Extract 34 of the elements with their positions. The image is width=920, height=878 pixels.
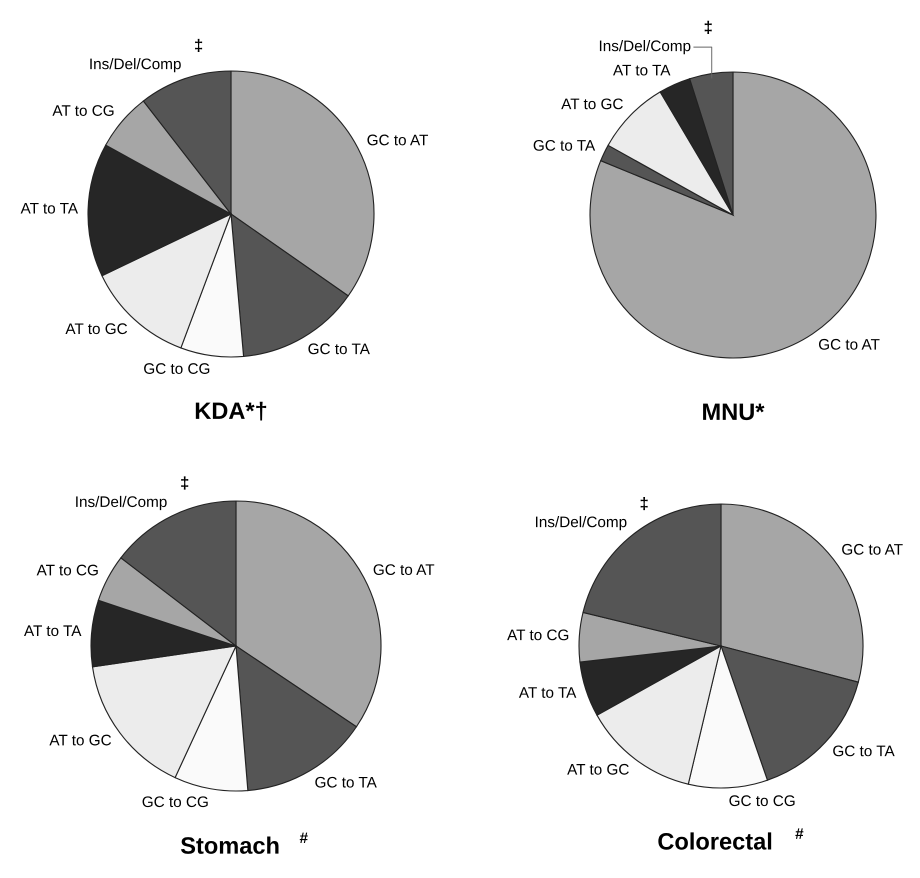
slice-label: Ins/Del/Comp [536,516,626,530]
slice-label: GC to CG [142,796,208,808]
slice-label: GC to CG [729,795,795,806]
slice-label: Ins/Del/Comp [600,40,690,54]
text: Colorectal# [658,828,804,850]
text: ‡ [640,496,648,510]
slice-label: GC to CG [144,363,210,374]
slice-label: GC to TA [534,140,596,151]
slice-label: AT to CG [52,105,114,116]
slice-label: AT to TA [518,687,576,698]
text: MNU* [703,404,764,420]
text: ‡ [704,20,712,34]
slice-label: AT to GC [567,764,629,775]
text: ‡ [195,38,202,52]
slice-label: AT to GC [49,734,112,746]
slice-label: GC to TA [315,776,377,788]
slice-label: GC to AT [842,544,903,555]
slice-label: AT to GC [561,98,623,110]
slice-label: GC to TA [308,343,370,354]
slice-label: AT to CG [36,564,98,576]
slice-label: AT to TA [20,202,78,214]
slice-label: Ins/Del/Comp [90,58,181,72]
slice-label: Ins/Del/Comp [76,496,167,510]
slice-label: GC to AT [367,134,428,146]
text: Stomach# [180,832,308,854]
slice-label: AT to TA [24,625,82,636]
text: ‡ [181,476,188,490]
slice-label: AT to CG [507,629,568,640]
slice-label: GC to AT [818,338,880,350]
slice-label: GC to AT [374,564,434,576]
text: KDA*† [196,402,266,420]
slice-label: AT to GC [65,323,128,334]
slice-label: AT to TA [613,64,670,76]
slice-label: GC to TA [833,745,895,756]
